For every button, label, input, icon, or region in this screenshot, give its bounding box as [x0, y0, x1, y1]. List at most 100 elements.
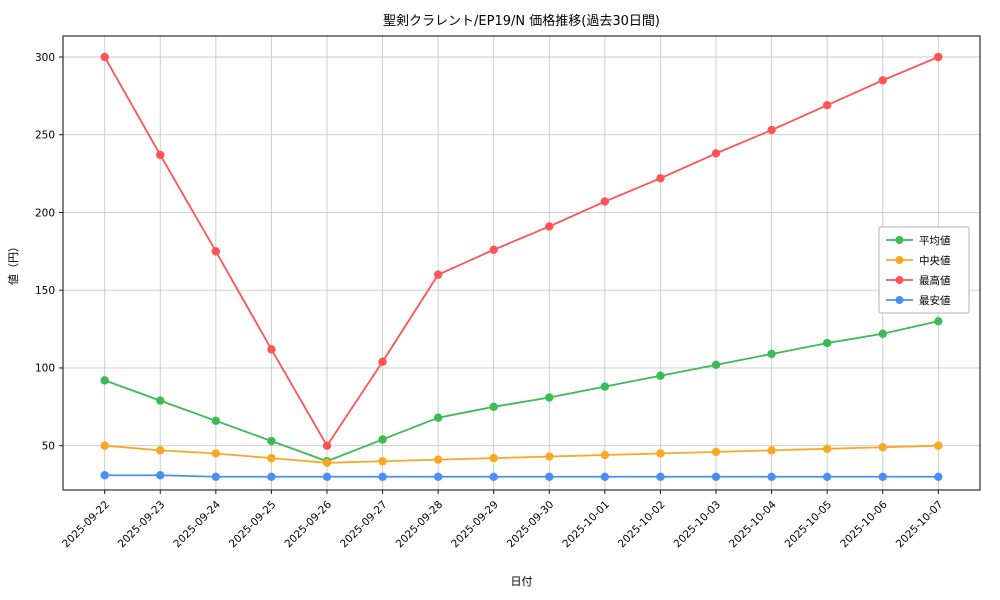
data-point — [433, 270, 443, 279]
data-point — [600, 382, 610, 391]
data-point — [656, 174, 665, 183]
legend-label: 最高値 — [919, 274, 951, 287]
series-3 — [100, 471, 943, 481]
data-point — [934, 472, 943, 481]
x-tick-label: 2025-09-23 — [116, 499, 168, 551]
x-tick-label: 2025-09-28 — [394, 499, 446, 551]
data-point — [100, 376, 109, 385]
data-point — [934, 441, 943, 450]
x-axis: 2025-09-22 2025-09-23 2025-09-24 2025-09-25… — [60, 490, 945, 550]
data-point — [822, 100, 832, 110]
x-tick-label: 2025-09-24 — [171, 498, 223, 550]
legend-label: 中央値 — [919, 254, 951, 267]
data-point — [711, 360, 721, 370]
data-point — [156, 150, 165, 160]
legend-marker — [895, 256, 904, 264]
data-point — [156, 471, 165, 480]
series-line — [103, 320, 940, 463]
data-point — [878, 329, 887, 338]
series-line — [103, 474, 940, 478]
data-point — [878, 472, 887, 481]
data-point — [433, 455, 443, 464]
data-point — [822, 472, 832, 481]
x-tick-label: 2025-10-04 — [727, 498, 779, 550]
legend-box — [878, 226, 970, 314]
x-tick-label: 2025-10-05 — [783, 499, 835, 551]
x-tick-label: 2025-09-27 — [338, 499, 390, 551]
series-line — [103, 56, 940, 447]
y-axis-label: 値（円） — [7, 241, 20, 285]
data-point — [100, 471, 109, 480]
y-tick-label: 100 — [35, 363, 55, 375]
data-point — [433, 472, 443, 481]
data-point — [211, 416, 221, 426]
data-point — [822, 338, 832, 348]
series-2 — [100, 52, 943, 450]
grid-lines — [63, 36, 980, 490]
y-tick-label: 300 — [35, 52, 55, 64]
data-point — [322, 458, 332, 467]
data-point — [711, 472, 721, 481]
data-point — [545, 222, 554, 231]
data-point — [545, 393, 554, 402]
data-point — [378, 435, 387, 444]
data-point — [711, 447, 721, 457]
data-point — [378, 472, 387, 481]
plot-area — [63, 36, 980, 490]
data-point — [322, 472, 332, 481]
data-point — [378, 357, 387, 366]
data-point — [545, 452, 554, 461]
series-line — [103, 444, 940, 464]
legend-marker — [895, 276, 904, 284]
x-tick-label: 2025-09-30 — [505, 499, 557, 551]
plot-border — [62, 35, 981, 491]
data-point — [100, 52, 109, 62]
data-point — [489, 245, 498, 254]
data-point — [878, 76, 887, 85]
y-tick-label: 50 — [42, 440, 55, 452]
data-point — [211, 472, 221, 481]
x-axis-label: 日付 — [511, 575, 533, 588]
chart-title: 聖剣クラレント/EP19/N 価格推移(過去30日間) — [383, 13, 660, 29]
data-point — [322, 441, 332, 450]
data-point — [211, 247, 221, 256]
data-point — [767, 472, 776, 481]
data-point — [822, 444, 832, 453]
data-point — [656, 371, 665, 380]
x-tick-label: 2025-10-02 — [616, 499, 668, 551]
data-point — [489, 472, 498, 481]
y-tick-label: 250 — [35, 130, 55, 142]
x-tick-label: 2025-09-22 — [60, 499, 112, 551]
x-tick-label: 2025-10-01 — [560, 499, 612, 551]
data-point — [600, 472, 610, 481]
data-point — [489, 453, 498, 463]
x-tick-label: 2025-10-03 — [671, 499, 723, 551]
data-point — [156, 396, 165, 405]
data-point — [711, 149, 721, 158]
y-axis: 50 100 150 200 250 300 — [35, 52, 63, 452]
series-1 — [100, 441, 943, 467]
data-point — [267, 436, 276, 446]
data-point — [433, 413, 443, 422]
data-point — [267, 453, 276, 463]
x-tick-label: 2025-09-26 — [282, 498, 334, 550]
data-point — [156, 446, 165, 455]
data-point — [267, 345, 276, 354]
data-point — [767, 125, 776, 135]
data-point — [934, 52, 943, 62]
data-point — [767, 349, 776, 359]
data-point — [600, 450, 610, 460]
legend-marker — [895, 296, 904, 304]
data-point — [100, 441, 109, 450]
x-tick-label: 2025-10-06 — [838, 498, 890, 550]
data-point — [600, 197, 610, 206]
data-point — [378, 457, 387, 466]
data-point — [211, 449, 221, 458]
y-tick-label: 200 — [35, 207, 55, 219]
y-tick-label: 150 — [35, 285, 55, 297]
data-point — [545, 472, 554, 481]
data-point — [878, 443, 887, 452]
